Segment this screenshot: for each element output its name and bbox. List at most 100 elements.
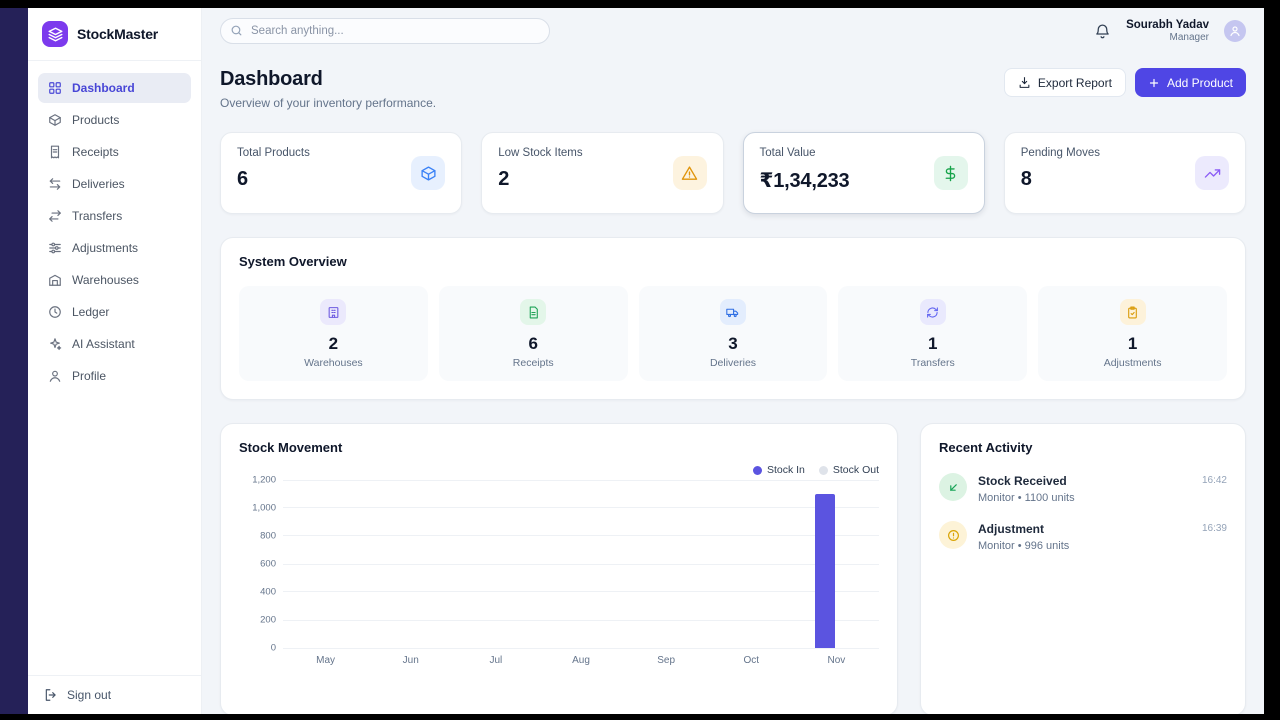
sidebar-item-label: Deliveries xyxy=(72,177,125,191)
bar-group-may xyxy=(283,480,368,648)
sidebar-item-transfers[interactable]: Transfers xyxy=(38,201,191,231)
legend-label: Stock In xyxy=(766,464,805,476)
avatar[interactable] xyxy=(1224,20,1246,42)
sidebar-item-products[interactable]: Products xyxy=(38,105,191,135)
y-axis-tick: 1,000 xyxy=(252,502,276,514)
overview-label: Warehouses xyxy=(304,357,363,369)
app-title: StockMaster xyxy=(77,26,159,42)
user-name: Sourabh Yadav xyxy=(1126,18,1209,31)
left-edge-strip xyxy=(0,8,28,714)
building-icon xyxy=(320,299,347,325)
overview-label: Deliveries xyxy=(709,357,757,369)
stat-label: Low Stock Items xyxy=(498,147,583,159)
page-actions: Export Report Add Product xyxy=(1003,68,1246,97)
overview-tile-transfers[interactable]: 1 Transfers xyxy=(838,286,1028,381)
grid-icon xyxy=(48,81,62,95)
gridline xyxy=(283,535,879,537)
chart-x-axis: May Jun Jul Aug Sep Oct Nov xyxy=(283,655,879,666)
layers-logo-icon xyxy=(42,21,68,47)
sidebar-item-label: Dashboard xyxy=(72,81,135,95)
system-overview-grid: 2 Warehouses 6 Receipts 3 Deliveries xyxy=(239,286,1227,381)
overview-value: 2 xyxy=(328,334,339,353)
activity-item-stock-received[interactable]: Stock Received Monitor • 1100 units 16:4… xyxy=(939,473,1227,504)
recent-activity-title: Recent Activity xyxy=(939,440,1033,455)
sign-out-button[interactable]: Sign out xyxy=(44,688,185,702)
bell-icon[interactable] xyxy=(1094,23,1111,40)
overview-tile-deliveries[interactable]: 3 Deliveries xyxy=(638,286,828,381)
chart-y-axis: 0 200 400 600 800 1,000 1,200 xyxy=(239,475,283,654)
clipboard-icon xyxy=(1119,299,1146,325)
y-axis-tick: 0 xyxy=(270,642,276,654)
warehouse-icon xyxy=(48,273,62,287)
top-bar-right: Sourabh Yadav Manager xyxy=(1094,18,1246,45)
page-subtitle: Overview of your inventory performance. xyxy=(220,96,437,110)
stat-label: Total Value xyxy=(759,147,816,159)
download-icon xyxy=(1018,76,1031,89)
overview-label: Transfers xyxy=(910,357,955,369)
y-axis-tick: 800 xyxy=(260,530,276,542)
sidebar-item-label: AI Assistant xyxy=(72,337,135,351)
user-icon xyxy=(48,369,62,383)
legend-dot-stock-in xyxy=(752,465,762,475)
sidebar-item-label: Ledger xyxy=(72,305,110,319)
logout-icon xyxy=(44,688,58,702)
top-bar: Sourabh Yadav Manager xyxy=(202,8,1264,54)
gridline xyxy=(283,591,879,593)
overview-value: 6 xyxy=(528,334,538,353)
sidebar-item-ai-assistant[interactable]: AI Assistant xyxy=(38,329,191,359)
sliders-icon xyxy=(48,241,62,255)
overview-tile-receipts[interactable]: 6 Receipts xyxy=(438,286,628,381)
app-window: StockMaster Dashboard Products Receipts … xyxy=(0,8,1264,716)
y-axis-tick: 400 xyxy=(260,586,276,598)
sidebar-item-deliveries[interactable]: Deliveries xyxy=(38,169,191,199)
sidebar-item-receipts[interactable]: Receipts xyxy=(38,137,191,167)
x-axis-label: Sep xyxy=(657,655,676,666)
sidebar-item-ledger[interactable]: Ledger xyxy=(38,297,191,327)
gridline xyxy=(283,619,879,621)
export-report-button[interactable]: Export Report xyxy=(1003,68,1126,97)
chart-title: Stock Movement xyxy=(239,440,343,455)
add-product-button[interactable]: Add Product xyxy=(1134,68,1246,97)
stock-movement-card: Stock Movement Stock In Stock Out 0 200 40… xyxy=(220,423,898,716)
sidebar-item-adjustments[interactable]: Adjustments xyxy=(38,233,191,263)
stat-card-total-value[interactable]: Total Value ₹1,34,233 xyxy=(742,132,985,214)
sidebar-item-warehouses[interactable]: Warehouses xyxy=(38,265,191,295)
gridline xyxy=(283,563,879,565)
refresh-icon xyxy=(919,299,946,325)
sidebar-item-label: Adjustments xyxy=(72,241,139,255)
activity-time: 16:42 xyxy=(1201,475,1227,486)
activity-title: Stock Received xyxy=(978,474,1067,488)
overview-value: 1 xyxy=(928,334,938,353)
sign-out-label: Sign out xyxy=(67,688,112,702)
x-axis-label: Nov xyxy=(827,655,846,666)
gridline xyxy=(283,647,879,649)
activity-item-adjustment[interactable]: Adjustment Monitor • 996 units 16:39 xyxy=(939,521,1227,552)
legend-label: Stock Out xyxy=(832,464,879,476)
dollar-icon xyxy=(933,156,968,190)
page-content: Dashboard Overview of your inventory per… xyxy=(202,54,1264,716)
sidebar-item-profile[interactable]: Profile xyxy=(38,361,191,391)
activity-body: Stock Received Monitor • 1100 units xyxy=(978,473,1191,504)
document-icon xyxy=(520,299,547,325)
export-report-label: Export Report xyxy=(1037,75,1112,90)
stat-value: ₹1,34,233 xyxy=(759,170,850,192)
system-overview-panel: System Overview 2 Warehouses 6 Receipts xyxy=(220,237,1246,400)
alert-circle-icon xyxy=(939,521,967,549)
overview-value: 3 xyxy=(728,334,738,353)
activity-detail: Monitor • 1100 units xyxy=(978,492,1075,504)
user-role: Manager xyxy=(1169,31,1209,43)
stat-card-pending-moves[interactable]: Pending Moves 8 xyxy=(1003,132,1246,214)
x-axis-label: Oct xyxy=(743,655,760,666)
stat-card-total-products[interactable]: Total Products 6 xyxy=(220,132,463,214)
search-box xyxy=(220,18,550,44)
search-input[interactable] xyxy=(220,18,550,44)
bar-groups xyxy=(283,480,879,648)
overview-tile-adjustments[interactable]: 1 Adjustments xyxy=(1038,286,1227,381)
stat-card-low-stock[interactable]: Low Stock Items 2 xyxy=(481,132,724,214)
brand: StockMaster xyxy=(28,8,201,61)
swap-arrows-icon xyxy=(48,209,62,223)
x-axis-label: May xyxy=(316,655,336,666)
add-product-label: Add Product xyxy=(1166,75,1233,90)
overview-tile-warehouses[interactable]: 2 Warehouses xyxy=(239,286,428,381)
sidebar-item-dashboard[interactable]: Dashboard xyxy=(38,73,191,103)
